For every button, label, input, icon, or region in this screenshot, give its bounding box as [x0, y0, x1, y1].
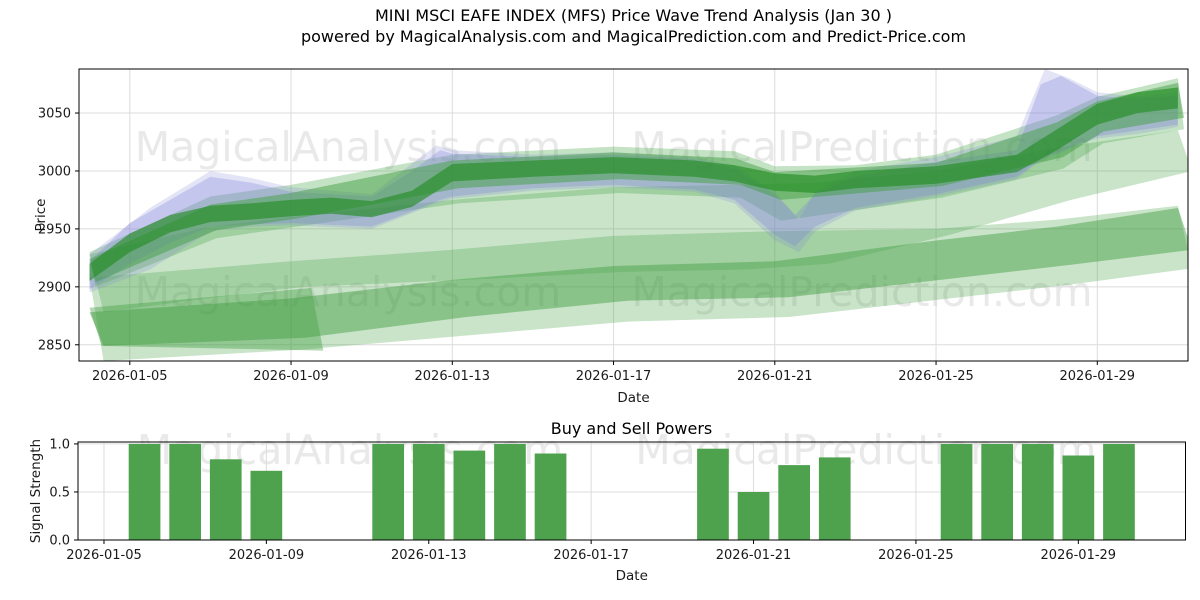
buy-bar-2026-01-08	[209, 459, 242, 540]
buy-bar-2026-01-28	[1021, 443, 1054, 540]
ytick-label: 2950	[38, 222, 71, 237]
price-chart-axis-labels: 2026-01-05 2026-01-09 2026-01-13 2026-01-17…	[33, 107, 1135, 406]
buy-bar-2026-01-07	[169, 443, 201, 540]
watermark-text: MagicalPrediction.com	[631, 268, 1092, 316]
xtick-label: 2026-01-17	[576, 369, 652, 384]
ytick-label: 2900	[38, 280, 71, 295]
buy-bar-2026-01-26	[940, 443, 973, 540]
buy-bar-2026-01-06	[128, 443, 161, 540]
xtick-label: 2026-01-21	[716, 548, 792, 563]
ytick-label: 1.0	[49, 437, 70, 452]
figure-title-line1: MINI MSCI EAFE INDEX (MFS) Price Wave Tr…	[375, 6, 892, 25]
buy-bar-2026-01-13	[412, 443, 445, 540]
watermark-text: MagicalAnalysis.com	[137, 426, 564, 474]
buy-bar-2026-01-20	[697, 448, 729, 540]
ytick-label: 2850	[38, 338, 71, 353]
xtick-label: 2026-01-13	[415, 369, 491, 384]
ytick-label: 0.5	[49, 485, 70, 500]
power-chart-spines	[77, 441, 1186, 541]
price-wave-bands	[89, 69, 1188, 361]
xtick-label: 2026-01-17	[553, 548, 629, 563]
buy-bar-2026-01-16	[534, 453, 567, 540]
xtick-label: 2026-01-05	[92, 369, 168, 384]
band-trend-zone-light	[89, 78, 1184, 287]
buy-bar-2026-01-29	[1062, 455, 1095, 540]
xtick-label: 2026-01-29	[1060, 369, 1136, 384]
xtick-label: 2026-01-25	[898, 369, 974, 384]
ytick-label: 3000	[38, 164, 71, 179]
price-chart-spines	[78, 68, 1189, 362]
buy-bar-2026-01-22	[778, 465, 810, 540]
watermark-text: MagicalAnalysis.com	[135, 268, 562, 316]
xtick-label: 2026-01-25	[878, 548, 954, 563]
buy-bar-2026-01-23	[818, 457, 851, 540]
price-chart-xlabel: Date	[617, 390, 649, 406]
ytick-label: 3050	[38, 107, 71, 122]
buy-sell-bars	[128, 443, 1135, 540]
buy-bar-2026-01-09	[250, 470, 283, 540]
price-chart-ylabel: Price	[33, 199, 49, 232]
ytick-label: 0.0	[49, 534, 70, 549]
band-support-zone-outer	[89, 205, 1188, 361]
band-wave-blue-inner	[89, 76, 1178, 290]
watermarks: MagicalAnalysis.com MagicalPrediction.com…	[135, 123, 1097, 474]
band-wave-blue-outer	[89, 69, 1178, 293]
xtick-label: 2026-01-09	[253, 369, 329, 384]
band-support-start-dark	[89, 288, 324, 351]
xtick-label: 2026-01-05	[66, 548, 142, 563]
buy-bar-2026-01-14	[453, 450, 486, 540]
power-chart-ylabel: Signal Strength	[28, 439, 44, 543]
xtick-label: 2026-01-13	[391, 548, 467, 563]
xtick-label: 2026-01-09	[229, 548, 305, 563]
band-support-zone-core	[89, 208, 1188, 346]
buy-bar-2026-01-12	[372, 443, 404, 540]
power-chart-axis-labels: 2026-01-05 2026-01-09 2026-01-13 2026-01-17…	[28, 437, 1116, 584]
xtick-label: 2026-01-29	[1041, 548, 1117, 563]
figure-title-line2: powered by MagicalAnalysis.com and Magic…	[300, 27, 967, 46]
buy-bar-2026-01-27	[981, 443, 1013, 540]
buy-bar-2026-01-15	[494, 443, 526, 540]
buy-bar-2026-01-30	[1103, 443, 1135, 540]
xtick-label: 2026-01-21	[737, 369, 813, 384]
buy-bar-2026-01-21	[737, 492, 770, 540]
buy-sell-powers-title: Buy and Sell Powers	[550, 419, 713, 438]
power-chart-xlabel: Date	[616, 568, 648, 584]
